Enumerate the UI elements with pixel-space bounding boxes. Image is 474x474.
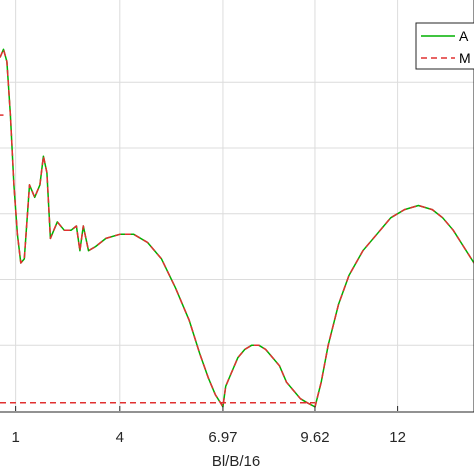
x-axis-label: Bl/B/16 bbox=[212, 453, 260, 470]
plot-frame bbox=[0, 0, 474, 413]
legend-box bbox=[415, 22, 474, 70]
legend: A M bbox=[415, 22, 474, 70]
x-tick-label: 1 bbox=[11, 429, 19, 446]
legend-label-a: A bbox=[459, 28, 469, 44]
legend-label-m: M bbox=[459, 50, 471, 66]
series-layer bbox=[0, 48, 474, 408]
x-tick-label: 12 bbox=[389, 429, 406, 446]
series-line-1 bbox=[0, 48, 474, 408]
x-tick-label: 6.97 bbox=[208, 429, 237, 446]
x-tick-label: 4 bbox=[116, 429, 124, 446]
x-axis-ticks: 1 4 6.97 9.62 12 bbox=[11, 406, 406, 446]
grid-lines bbox=[0, 0, 474, 411]
x-tick-label: 9.62 bbox=[300, 429, 329, 446]
